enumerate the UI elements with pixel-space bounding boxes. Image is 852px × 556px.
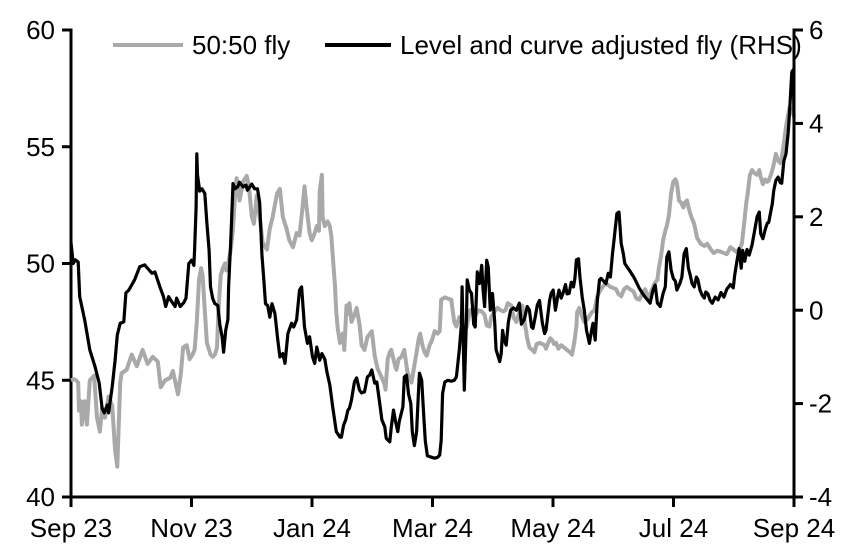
- series-line-level-curve-adjusted-fly: [69, 68, 796, 460]
- right-axis-tick-label: -4: [809, 482, 832, 512]
- x-axis-tick-label: Nov 23: [150, 513, 232, 543]
- series-line-5050-fly: [70, 105, 796, 469]
- legend-item-5050-fly: 50:50 fly: [113, 30, 290, 60]
- x-axis-tick-label: Jan 24: [273, 513, 351, 543]
- right-axis-tick-label: 0: [809, 295, 823, 325]
- legend-item-level-curve-adjusted-fly: Level and curve adjusted fly (RHS): [325, 30, 802, 60]
- left-axis-tick-label: 55: [26, 132, 55, 162]
- left-axis-tick-label: 40: [26, 482, 55, 512]
- x-axis-tick-label: May 24: [510, 513, 595, 543]
- left-axis-tick-label: 45: [26, 365, 55, 395]
- right-axis-tick-label: 2: [809, 202, 823, 232]
- x-axis-tick-label: Sep 23: [30, 513, 112, 543]
- legend: 50:50 fly Level and curve adjusted fly (R…: [113, 30, 802, 60]
- legend-label: 50:50 fly: [192, 30, 290, 60]
- right-axis-tick-label: -2: [809, 389, 832, 419]
- left-axis-tick-label: 50: [26, 249, 55, 279]
- right-axis-tick-label: 4: [809, 109, 823, 139]
- x-axis-tick-label: Mar 24: [392, 513, 473, 543]
- left-axis-tick-label: 60: [26, 15, 55, 45]
- x-axis-tick-label: Sep 24: [753, 513, 835, 543]
- x-axis-tick-label: Jul 24: [639, 513, 708, 543]
- legend-label: Level and curve adjusted fly (RHS): [400, 30, 802, 60]
- right-axis-tick-label: 6: [809, 15, 823, 45]
